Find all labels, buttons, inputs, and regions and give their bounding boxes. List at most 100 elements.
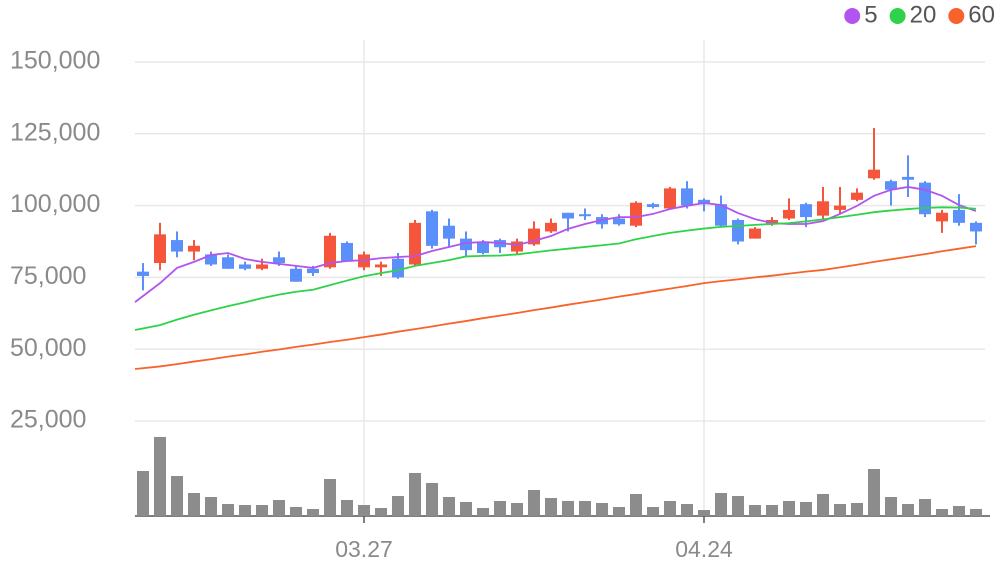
- candle-body: [171, 240, 183, 252]
- ma-line: [134, 186, 977, 303]
- candle-body: [919, 182, 931, 215]
- ma-line: [134, 245, 977, 370]
- volume-bar: [834, 504, 846, 516]
- candle-body: [562, 212, 574, 219]
- volume-bar: [494, 501, 506, 516]
- volume-bar: [290, 507, 302, 516]
- candle-body: [222, 257, 234, 269]
- candle-body: [868, 169, 880, 179]
- volume-bar: [477, 508, 489, 516]
- volume-bar: [341, 500, 353, 516]
- legend-marker: [948, 8, 965, 24]
- candle-body: [511, 241, 523, 252]
- volume-bar: [596, 503, 608, 516]
- candle-body: [341, 242, 353, 262]
- candle-body: [239, 264, 251, 269]
- volume-bar: [528, 490, 540, 516]
- volume-bar: [902, 504, 914, 516]
- volume-bar: [154, 437, 166, 516]
- legend-marker: [889, 8, 906, 24]
- volume-bar: [868, 469, 880, 516]
- volume-bar: [137, 471, 149, 516]
- candle-body: [256, 264, 268, 269]
- candle-body: [953, 209, 965, 223]
- volume-bar: [919, 499, 931, 516]
- candle-body: [732, 219, 744, 242]
- volume-bar: [171, 476, 183, 516]
- candle-body: [324, 235, 336, 268]
- volume-bar: [664, 501, 676, 516]
- candle-body: [307, 268, 319, 274]
- candle-body: [664, 188, 676, 209]
- candle-body: [766, 219, 778, 225]
- volume-bar: [409, 473, 421, 516]
- volume-bar: [613, 507, 625, 516]
- legend-label: 5: [864, 1, 877, 28]
- volume-bar: [715, 493, 727, 516]
- y-tick-label: 125,000: [10, 118, 100, 146]
- x-tick-label: 04.24: [675, 536, 733, 562]
- y-tick-label: 150,000: [10, 47, 100, 75]
- volume-bar: [681, 504, 693, 516]
- volume-bar: [630, 494, 642, 516]
- volume-bar: [256, 505, 268, 516]
- candle-body: [273, 257, 285, 264]
- candle-body: [154, 234, 166, 264]
- candle-body: [290, 268, 302, 282]
- candle-body: [443, 225, 455, 239]
- volume-bar: [579, 501, 591, 516]
- volume-bar: [188, 493, 200, 516]
- legend-marker: [844, 8, 861, 24]
- volume-bar: [273, 500, 285, 516]
- candle-body: [375, 264, 387, 268]
- volume-bar: [698, 510, 710, 516]
- x-tick-label: 03.27: [335, 536, 393, 562]
- candle-body: [613, 218, 625, 225]
- volume-bar: [885, 497, 897, 516]
- volume-bar: [749, 505, 761, 516]
- candle-body: [698, 199, 710, 205]
- candle-body: [392, 258, 404, 278]
- candle-body: [970, 222, 982, 232]
- candle-body: [800, 204, 812, 218]
- volume-bar: [307, 509, 319, 516]
- volume-bar: [647, 507, 659, 516]
- volume-bar: [562, 501, 574, 516]
- volume-bar: [392, 496, 404, 516]
- volume-bar: [460, 502, 472, 516]
- volume-bar: [239, 505, 251, 516]
- candle-body: [426, 211, 438, 246]
- candle-body: [885, 181, 897, 190]
- volume-bar: [953, 506, 965, 516]
- volume-bar: [205, 497, 217, 516]
- volume-bar: [783, 501, 795, 516]
- y-tick-label: 25,000: [10, 406, 86, 434]
- volume-bar: [970, 509, 982, 516]
- volume-bar: [817, 494, 829, 516]
- candle-body: [205, 254, 217, 265]
- volume-bar: [936, 509, 948, 516]
- candle-body: [834, 205, 846, 210]
- legend-label: 60: [968, 1, 995, 28]
- y-tick-label: 100,000: [10, 190, 100, 218]
- volume-bar: [358, 505, 370, 516]
- volume-bar: [426, 483, 438, 516]
- candle-body: [715, 204, 727, 226]
- candle-body: [460, 238, 472, 251]
- candle-body: [477, 242, 489, 253]
- candle-body: [783, 209, 795, 219]
- volume-bar: [222, 504, 234, 516]
- candle-body: [409, 222, 421, 265]
- volume-bar: [732, 496, 744, 516]
- candle-body: [137, 271, 149, 276]
- candle-body: [579, 214, 591, 217]
- y-tick-label: 75,000: [10, 262, 86, 290]
- y-tick-label: 50,000: [10, 334, 86, 362]
- volume-bar: [766, 505, 778, 516]
- volume-bar: [324, 479, 336, 516]
- candle-body: [936, 212, 948, 222]
- candle-body: [545, 222, 557, 232]
- volume-bar: [511, 503, 523, 516]
- candle-body: [749, 228, 761, 239]
